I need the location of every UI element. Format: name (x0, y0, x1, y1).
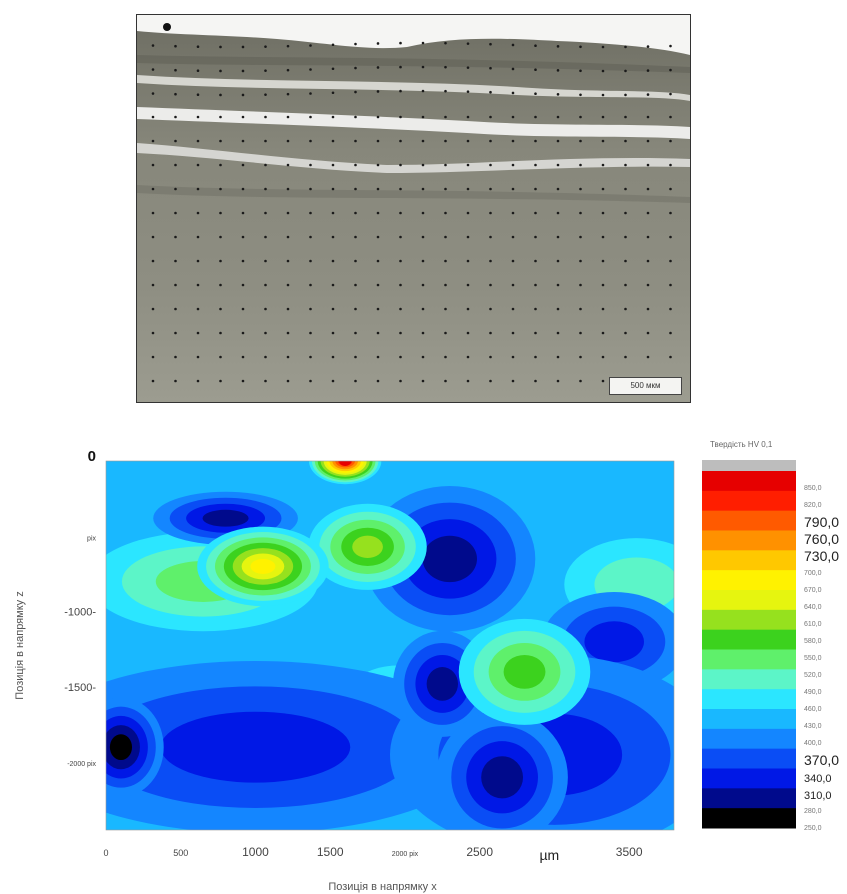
x-tick-label: 0 (103, 848, 108, 858)
colorbar-band (702, 669, 796, 690)
y-axis-label: Позиція в напрямку z (14, 591, 26, 699)
colorbar-tick-label: 700,0 (804, 570, 822, 577)
colorbar-tick-label: 340,0 (804, 773, 832, 785)
scale-bar-label: 500 мкм (609, 377, 682, 395)
colorbar-band (702, 649, 796, 670)
colorbar-tick-label: 310,0 (804, 790, 832, 802)
x-tick-label: 1000 (242, 845, 269, 859)
colorbar-tick-label: 850,0 (804, 485, 822, 492)
colorbar-band (702, 570, 796, 591)
colorbar-band (702, 768, 796, 789)
hardness-heatmap: 0 500 1000 1500 2000 pix 2500 3500 0 pix -1000- -… (14, 448, 675, 893)
colorbar-band (702, 728, 796, 750)
heatmap-contour (160, 711, 351, 783)
colorbar-tick-label: 400,0 (804, 740, 822, 747)
colorbar-tick-label: 370,0 (804, 752, 839, 768)
hardness-colorbar: Твердість HV 0,1 850,0 820,0 790,0760,0730… (702, 440, 839, 832)
heatmap-contour (426, 667, 459, 701)
colorbar-tick-label: 520,0 (804, 672, 822, 679)
y-tick-label: -1500- (64, 682, 96, 694)
colorbar-overflow (702, 460, 796, 471)
x-tick-label: 2000 pix (392, 851, 419, 858)
colorbar-tick-label: 730,0 (804, 548, 839, 564)
heatmap-contour (481, 756, 524, 799)
colorbar-band (702, 609, 796, 631)
colorbar-tick-label: 640,0 (804, 604, 822, 611)
colorbar-tick-label: 790,0 (804, 514, 839, 530)
colorbar-band (702, 471, 796, 492)
colorbar-tick-label: 820,0 (804, 502, 822, 509)
heatmap-contour (584, 621, 644, 663)
x-tick-label: 3500 (616, 845, 643, 859)
colorbar-tick-label: 430,0 (804, 723, 822, 730)
y-tick-label: -1000- (64, 607, 96, 619)
heatmap-contour (202, 509, 249, 527)
micrograph-texture (137, 15, 690, 402)
heatmap-plot-area (105, 460, 675, 831)
colorbar-tick-label: 280,0 (804, 808, 822, 815)
colorbar-band (702, 590, 796, 611)
colorbar-tick-label: 550,0 (804, 655, 822, 662)
colorbar-tick-label: 610,0 (804, 621, 822, 628)
colorbar-tick-label: 670,0 (804, 587, 822, 594)
y-axis-ticks: 0 pix -1000- -1500- -2000 pix (64, 448, 96, 768)
y-tick-label: 0 (88, 448, 96, 465)
heatmap-contour (109, 734, 133, 761)
colorbar-tick-label: 250,0 (804, 825, 822, 832)
colorbar-band (702, 748, 796, 769)
x-tick-label: 500 (173, 848, 188, 858)
x-tick-label: 2500 (466, 845, 493, 859)
heatmap-contour (503, 654, 546, 689)
colorbar-band (702, 629, 796, 650)
x-axis-unit: µm (539, 847, 559, 863)
colorbar-band (702, 530, 796, 551)
heatmap-contour (250, 558, 276, 574)
colorbar-bands (702, 460, 796, 829)
colorbar-tick-label: 580,0 (804, 638, 822, 645)
colorbar-band (702, 808, 796, 829)
indent-grid (151, 41, 672, 383)
colorbar-band (702, 689, 796, 710)
heatmap-contour (352, 535, 383, 559)
heatmap-contour (422, 535, 477, 583)
colorbar-band (702, 510, 796, 531)
colorbar-band (702, 490, 796, 512)
colorbar-tick-label: 460,0 (804, 706, 822, 713)
colorbar-band (702, 709, 796, 730)
colorbar-band (702, 550, 796, 571)
colorbar-tick-label: 760,0 (804, 531, 839, 547)
y-tick-label: pix (87, 535, 96, 542)
micrograph-image: 500 мкм (136, 14, 691, 403)
x-axis-ticks: 0 500 1000 1500 2000 pix 2500 3500 (103, 845, 642, 859)
colorbar-band (702, 788, 796, 809)
x-tick-label: 1500 (317, 845, 344, 859)
heatmap-contour (339, 461, 352, 466)
colorbar-tick-label: 490,0 (804, 689, 822, 696)
x-axis-label: Позиція в напрямку х (328, 881, 437, 893)
colorbar-title: Твердість HV 0,1 (710, 440, 773, 449)
y-tick-label: -2000 pix (67, 761, 96, 768)
